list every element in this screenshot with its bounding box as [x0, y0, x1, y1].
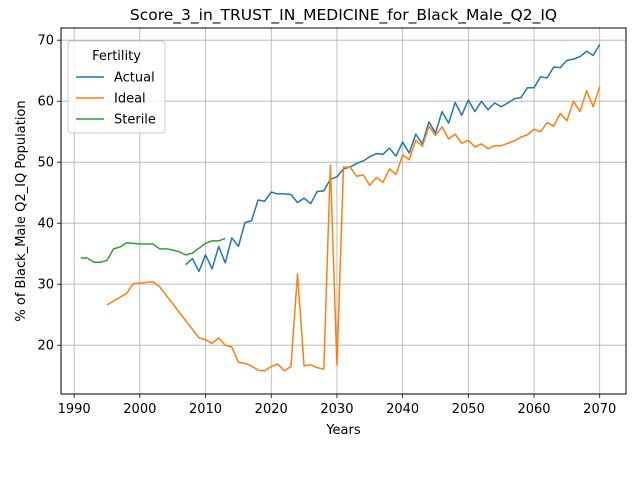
legend: Fertility Actual Ideal Sterile [67, 40, 166, 134]
x-tick-label: 2010 [189, 402, 222, 417]
x-tick-label: 2070 [583, 402, 616, 417]
x-tick-label: 2000 [123, 402, 156, 417]
legend-box [67, 40, 166, 134]
x-tick-label: 2030 [320, 402, 353, 417]
legend-entry-actual: Actual [114, 71, 155, 86]
y-tick-label: 50 [37, 156, 54, 171]
legend-entry-ideal: Ideal [114, 92, 146, 107]
x-tick-label: 2050 [452, 402, 485, 417]
legend-entry-sterile: Sterile [114, 113, 156, 128]
chart-title: Score_3_in_TRUST_IN_MEDICINE_for_Black_M… [130, 6, 557, 25]
y-axis: 20 30 40 50 60 70 [37, 34, 61, 354]
series-line-ideal [106, 86, 601, 372]
x-tick-label: 2040 [386, 402, 419, 417]
series-line-sterile [80, 237, 226, 263]
y-tick-label: 40 [37, 217, 54, 232]
x-axis-label: Years [325, 423, 361, 438]
x-tick-label: 2020 [255, 402, 288, 417]
y-axis-label: % of Black_Male Q2_IQ Population [14, 100, 29, 321]
x-axis: 1990 2000 2010 2020 2030 2040 2050 2060 2070 [58, 394, 616, 417]
x-tick-label: 2060 [517, 402, 550, 417]
y-tick-label: 70 [37, 34, 54, 49]
x-tick-label: 1990 [58, 402, 91, 417]
legend-title: Fertility [92, 49, 141, 64]
y-tick-label: 30 [37, 278, 54, 293]
y-tick-label: 60 [37, 95, 54, 110]
y-tick-label: 20 [37, 339, 54, 354]
series-line-actual [185, 44, 601, 273]
series-layer [80, 44, 601, 372]
plot-frame [60, 27, 627, 395]
grid [61, 28, 626, 394]
